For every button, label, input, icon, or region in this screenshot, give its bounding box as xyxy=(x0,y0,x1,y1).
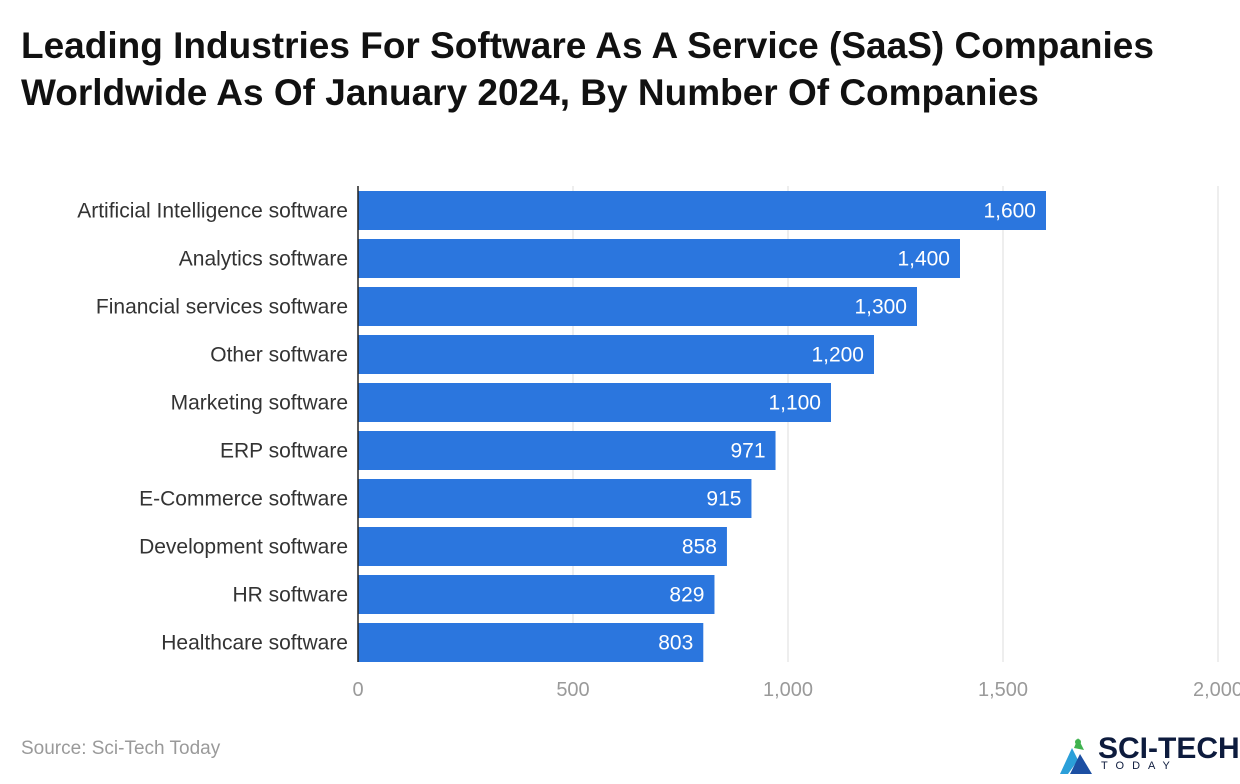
bar xyxy=(358,623,704,662)
x-axis-tick-labels: 0 500 1,000 1,500 2,000 xyxy=(352,679,1240,701)
chart-title: Leading Industries For Software As A Ser… xyxy=(21,25,1154,113)
bar-value-label: 1,200 xyxy=(811,344,864,367)
bar-value-label: 803 xyxy=(658,632,693,655)
logo-tagline: TODAY xyxy=(1101,760,1178,772)
bar-value-label: 1,100 xyxy=(768,392,821,415)
bar xyxy=(358,335,874,374)
category-label: Analytics software xyxy=(179,248,348,271)
category-label: Financial services software xyxy=(96,296,348,319)
sci-tech-logo: SCI-TECH TODAY xyxy=(1058,730,1240,780)
logo-name: SCI-TECH xyxy=(1098,732,1240,765)
bar xyxy=(358,287,917,326)
bars: 1,600 1,400 1,300 1,200 1,100 971 915 858 829 803 xyxy=(358,191,1046,662)
category-label: ERP software xyxy=(220,440,348,463)
bar xyxy=(358,527,727,566)
x-tick-label: 0 xyxy=(352,679,363,701)
category-label: E-Commerce software xyxy=(139,488,348,511)
bar xyxy=(358,431,776,470)
category-label: Other software xyxy=(210,344,348,367)
sci-tech-logo-icon xyxy=(1060,738,1092,774)
bar-value-label: 1,600 xyxy=(983,200,1036,223)
category-label: Development software xyxy=(139,536,348,559)
bar-value-label: 971 xyxy=(730,440,765,463)
category-label: Healthcare software xyxy=(161,632,348,655)
bar-value-label: 858 xyxy=(682,536,717,559)
category-label: HR software xyxy=(232,584,348,607)
bar-value-label: 1,300 xyxy=(854,296,907,319)
bar-value-label: 829 xyxy=(669,584,704,607)
bar xyxy=(358,383,831,422)
x-tick-label: 2,000 xyxy=(1193,679,1240,701)
x-tick-label: 1,000 xyxy=(763,679,813,701)
source-note: Source: Sci-Tech Today xyxy=(21,738,221,759)
x-tick-label: 500 xyxy=(556,679,589,701)
bar-value-label: 915 xyxy=(706,488,741,511)
bar xyxy=(358,191,1046,230)
category-label: Marketing software xyxy=(171,392,348,415)
bar-value-label: 1,400 xyxy=(897,248,950,271)
bar xyxy=(358,239,960,278)
category-labels: Artificial Intelligence software Analytic… xyxy=(77,200,348,655)
category-label: Artificial Intelligence software xyxy=(77,200,348,223)
bar xyxy=(358,575,715,614)
bar xyxy=(358,479,752,518)
x-tick-label: 1,500 xyxy=(978,679,1028,701)
